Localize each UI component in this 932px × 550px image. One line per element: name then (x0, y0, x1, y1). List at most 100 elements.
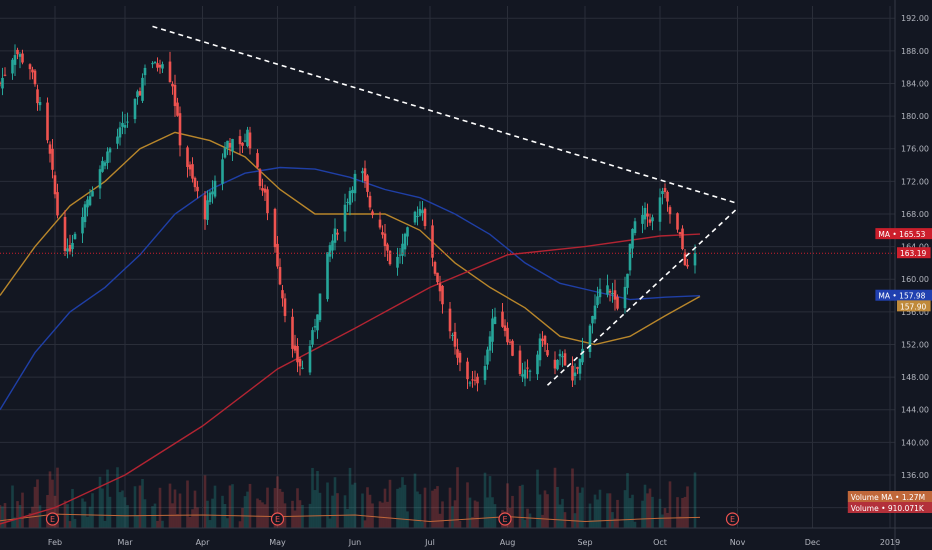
candle-body (121, 122, 124, 127)
candle-body (133, 98, 137, 120)
candle-body (466, 361, 469, 380)
earnings-marker-label: E (502, 515, 507, 524)
candle-body (248, 132, 252, 149)
candle-body (18, 54, 22, 57)
volume-bar (38, 505, 42, 528)
volume-bar (436, 486, 439, 528)
candle-body (353, 173, 357, 194)
candle-body (581, 348, 584, 363)
y-tick-label: 160.00 (901, 275, 929, 284)
candle-body (156, 63, 159, 68)
candle-body (3, 74, 7, 76)
volume-bar (483, 472, 487, 528)
y-tick-label: 140.00 (901, 438, 929, 447)
volume-bar (541, 514, 544, 528)
candle-body (681, 228, 684, 250)
volume-bar (326, 482, 329, 528)
volume-bar (66, 504, 69, 528)
x-tick-label: Apr (196, 538, 211, 547)
candle-body (468, 382, 472, 384)
volume-bar (418, 494, 422, 528)
volume-ma-line (0, 513, 701, 523)
volume-bar (631, 494, 634, 528)
candle-body (86, 199, 89, 208)
candle-body (361, 171, 364, 174)
candle-body (118, 127, 122, 138)
candle-body (193, 177, 197, 188)
candle-body (241, 142, 244, 146)
candle-body (313, 326, 317, 328)
candle-body (243, 140, 247, 142)
candle-body (596, 296, 599, 306)
candle-body (541, 338, 544, 341)
candle-body (523, 369, 527, 379)
candlesticks[interactable] (0, 44, 697, 392)
y-tick-label: 144.00 (901, 406, 929, 415)
volume-bar (511, 495, 514, 528)
x-tick-label: Mar (117, 538, 133, 547)
candle-body (11, 59, 14, 74)
trendlines[interactable] (152, 25, 739, 386)
volume-ma (0, 513, 701, 523)
volume-bar (281, 491, 284, 528)
candle-body (171, 84, 174, 87)
candle-body (658, 197, 662, 222)
volume-bar (88, 506, 92, 528)
candle-body (261, 188, 264, 191)
volume-bar (151, 506, 154, 528)
volume-bar (633, 521, 637, 528)
volume-bar (211, 498, 214, 528)
volume-bar (398, 487, 402, 528)
volume-bar (486, 497, 489, 528)
volume-bar (16, 501, 19, 528)
candle-body (293, 345, 297, 351)
volume-bar (386, 501, 389, 528)
candle-body (588, 325, 592, 353)
candle-body (276, 243, 279, 267)
volume-bar (246, 491, 249, 528)
candle-body (36, 89, 39, 104)
x-tick-label: Feb (48, 538, 62, 547)
volume-bar (231, 484, 234, 528)
volume-bar (648, 488, 652, 528)
candle-body (511, 340, 514, 356)
candle-body (448, 308, 452, 332)
candle-body (228, 142, 232, 148)
volume-bar (401, 477, 404, 528)
candle-body (16, 49, 19, 55)
volume-bar (561, 498, 564, 528)
candle-body (46, 102, 49, 141)
candle-body (161, 64, 164, 69)
volume-bar (473, 500, 477, 528)
volume-bar (53, 495, 57, 528)
volume-bar (488, 476, 492, 528)
volume-bar (161, 520, 164, 528)
volume-bar (81, 498, 84, 528)
earnings-marker-label: E (50, 515, 55, 524)
volume-bar (668, 481, 672, 528)
volume-bar (476, 501, 479, 528)
volume-bar (396, 488, 399, 528)
volume-bar (556, 486, 559, 528)
time-axis[interactable]: Feb Mar Apr May Jun Jul Aug Sep Oct Nov Dec 2019 (0, 527, 932, 547)
volume-bar (528, 513, 532, 528)
candle-body (28, 64, 32, 70)
volume-bar (101, 488, 104, 528)
x-tick-label: Nov (730, 538, 746, 547)
candle-body (423, 208, 427, 227)
candle-body (491, 318, 494, 342)
volume-bar (158, 487, 162, 528)
candle-body (73, 233, 77, 240)
y-tick-label: 164.00 (901, 243, 929, 252)
volume-bar (176, 514, 179, 528)
volume-bar (311, 467, 314, 528)
volume-bar (31, 506, 34, 528)
candle-body (528, 370, 532, 372)
y-tick-label: 152.00 (901, 340, 929, 349)
volume-bar (456, 467, 459, 528)
volume-bar (616, 499, 619, 528)
volume-bar (626, 473, 629, 528)
volume-bar (491, 497, 494, 528)
